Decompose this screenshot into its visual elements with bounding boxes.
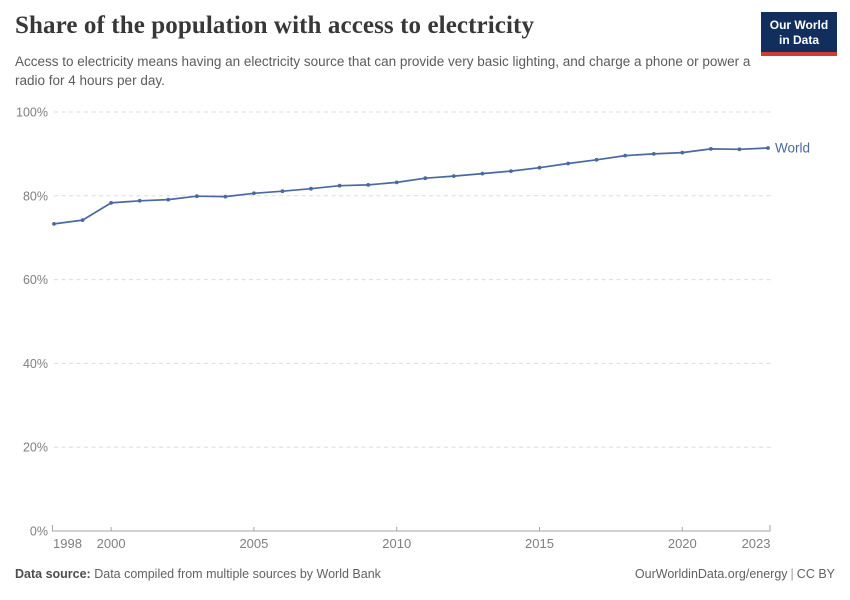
data-point-2008[interactable] bbox=[337, 183, 342, 188]
data-point-1998[interactable] bbox=[52, 222, 56, 226]
page-title: Share of the population with access to e… bbox=[15, 12, 535, 39]
data-point-2012[interactable] bbox=[451, 174, 456, 178]
x-axis-label-2020: 2020 bbox=[668, 536, 697, 551]
data-point-2013[interactable] bbox=[480, 171, 485, 176]
data-point-2023[interactable] bbox=[766, 146, 770, 150]
data-point-2020[interactable] bbox=[680, 150, 685, 155]
data-point-2011[interactable] bbox=[423, 176, 428, 181]
x-axis-label-2023: 2023 bbox=[742, 536, 771, 551]
license-label: CC BY bbox=[796, 567, 835, 581]
data-point-2019[interactable] bbox=[651, 152, 656, 156]
data-point-2009[interactable] bbox=[366, 183, 371, 187]
data-source-label: Data source: bbox=[15, 567, 91, 581]
line-chart[interactable]: 0% 20% 40% 60% 80% 100% 1998 2000 2005 2010 2015 20… bbox=[0, 95, 850, 570]
chart-footer: Data source: Data compiled from multiple… bbox=[15, 567, 835, 581]
data-point-2004[interactable] bbox=[223, 194, 228, 199]
data-point-2022[interactable] bbox=[737, 147, 742, 152]
x-axis-label-2010: 2010 bbox=[382, 536, 411, 551]
y-axis-label-60: 60% bbox=[23, 273, 48, 287]
chart-subtitle: Access to electricity means having an el… bbox=[15, 54, 751, 89]
data-point-2002[interactable] bbox=[166, 197, 171, 202]
data-point-2021[interactable] bbox=[709, 147, 713, 151]
data-point-1999[interactable] bbox=[80, 218, 85, 222]
data-point-2006[interactable] bbox=[280, 189, 285, 194]
y-axis-label-0: 0% bbox=[30, 525, 48, 539]
data-point-2017[interactable] bbox=[594, 157, 599, 162]
data-point-2005[interactable] bbox=[252, 191, 256, 196]
y-axis-label-20: 20% bbox=[23, 441, 48, 455]
owid-logo-line1: Our World bbox=[769, 18, 829, 32]
data-source: Data source: Data compiled from multiple… bbox=[15, 567, 381, 581]
data-point-2010[interactable] bbox=[394, 180, 399, 185]
y-axis-label-100: 100% bbox=[16, 106, 48, 120]
data-point-2001[interactable] bbox=[137, 198, 142, 203]
data-point-2018[interactable] bbox=[623, 153, 628, 158]
footer-separator: | bbox=[790, 567, 794, 581]
data-point-2000[interactable] bbox=[109, 201, 113, 205]
owid-logo[interactable]: Our World in Data bbox=[761, 12, 837, 56]
x-axis-label-1998: 1998 bbox=[53, 536, 82, 551]
owid-link[interactable]: OurWorldinData.org/energy bbox=[634, 567, 788, 581]
data-source-text: Data compiled from multiple sources by W… bbox=[94, 567, 381, 581]
data-point-2014[interactable] bbox=[509, 169, 513, 173]
x-axis-label-2015: 2015 bbox=[525, 536, 554, 551]
owid-logo-line2: in Data bbox=[778, 33, 819, 47]
data-point-2007[interactable] bbox=[309, 186, 313, 191]
series-line-world[interactable] bbox=[53, 147, 769, 225]
y-axis-label-40: 40% bbox=[23, 357, 48, 371]
data-point-2003[interactable] bbox=[194, 194, 199, 199]
y-axis-label-80: 80% bbox=[23, 189, 48, 203]
x-axis-label-2005: 2005 bbox=[239, 536, 268, 551]
data-point-2016[interactable] bbox=[566, 161, 570, 166]
series-end-label[interactable]: World bbox=[775, 141, 810, 156]
footer-links: OurWorldinData.org/energy | CC BY bbox=[635, 567, 835, 581]
data-point-2015[interactable] bbox=[537, 165, 542, 170]
x-axis-label-2000: 2000 bbox=[97, 536, 126, 551]
